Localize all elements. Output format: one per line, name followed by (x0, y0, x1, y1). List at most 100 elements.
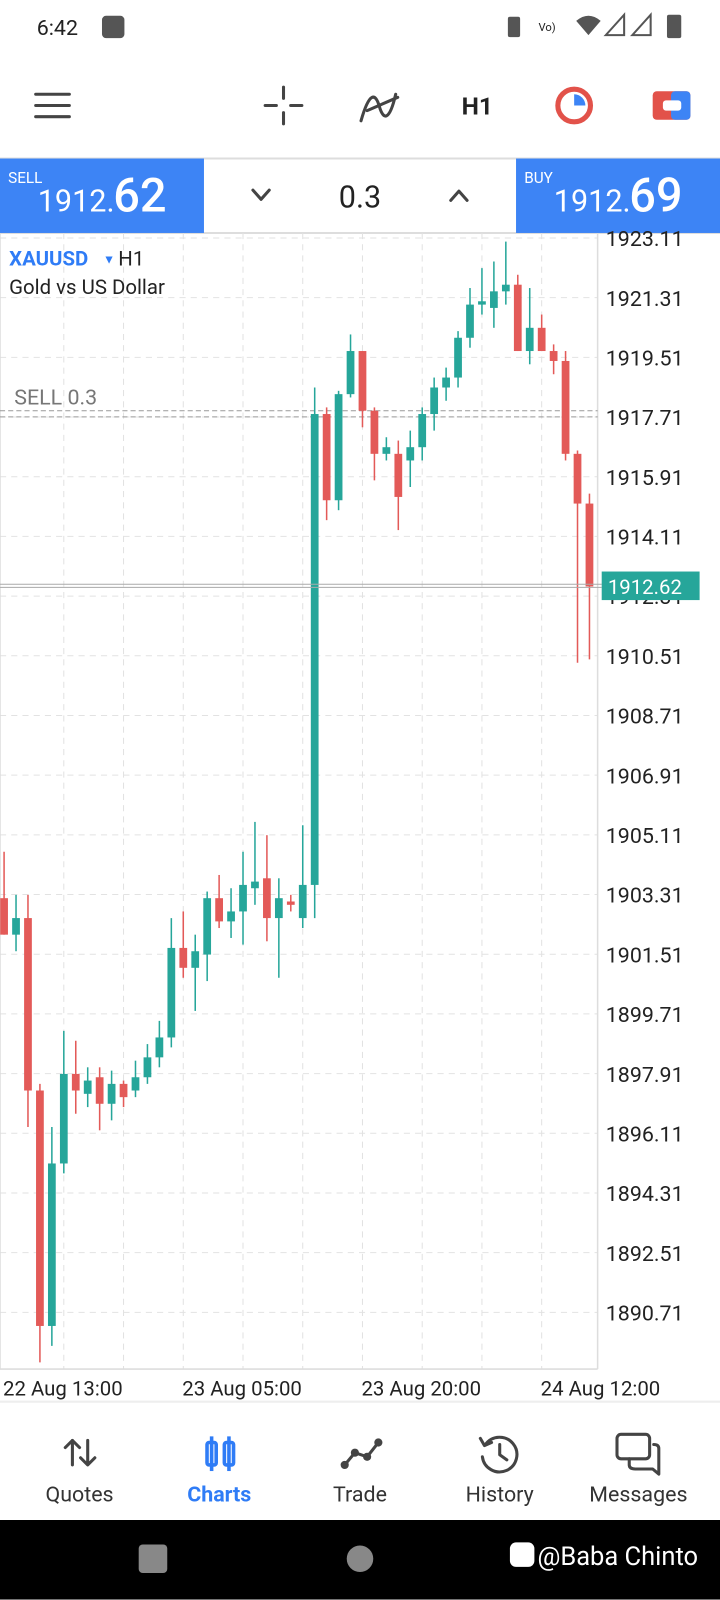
candle-body (513, 284, 522, 352)
nav-tab[interactable]: Quotes (45, 1483, 113, 1508)
timeframe-button[interactable]: H1 (462, 92, 493, 121)
candle-body (346, 351, 355, 395)
trade-icon (340, 1438, 383, 1470)
candle-body (454, 337, 462, 378)
volume-up[interactable] (449, 189, 469, 202)
sell-price-suffix: 62 (113, 169, 166, 224)
candle-body (47, 1163, 56, 1326)
candle-body (143, 1057, 152, 1078)
y-tick-label: 1896.11 (606, 1122, 684, 1147)
y-tick-label: 1901.51 (606, 943, 684, 968)
volume[interactable]: 0.3 (339, 180, 381, 215)
candle-body (24, 918, 32, 1091)
candle-body (167, 947, 176, 1038)
symbol[interactable]: XAUUSD (9, 247, 88, 271)
x-tick-label: 23 Aug 20:00 (361, 1377, 481, 1401)
buy-price-suffix: 69 (629, 169, 682, 224)
y-tick-label: 1894.31 (606, 1182, 684, 1207)
candle-body (131, 1077, 140, 1091)
buy-button[interactable]: BUY 1912. 69 (516, 158, 720, 233)
chart-legend: XAUUSD ▼ H1 Gold vs US Dollar (9, 247, 165, 300)
status-icon (101, 15, 125, 39)
candle-body (442, 377, 450, 388)
candle-body (95, 1077, 104, 1104)
candle-body (83, 1080, 92, 1094)
y-tick-label: 1905.11 (606, 824, 684, 849)
chart-timeframe: H1 (118, 247, 144, 271)
sell-label: SELL (8, 169, 42, 187)
candle-body (263, 878, 271, 919)
y-tick-label: 1915.91 (606, 466, 684, 491)
sell-button[interactable]: SELL 1912. 62 (0, 158, 204, 233)
history-icon (478, 1435, 519, 1474)
buy-label: BUY (524, 169, 553, 187)
recents-button[interactable] (138, 1544, 168, 1574)
y-tick-label: 1919.51 (606, 346, 684, 371)
candle-body (12, 918, 20, 935)
candle-body (394, 453, 403, 497)
messages-icon (615, 1432, 661, 1476)
candle-body (59, 1073, 68, 1164)
candle-body (537, 327, 546, 352)
status-icons: Vo) (507, 12, 682, 39)
y-tick-label: 1890.71 (606, 1302, 684, 1327)
crosshair-button[interactable] (263, 85, 304, 126)
sell-background (0, 158, 204, 233)
buy-price-prefix: 1912. (554, 185, 631, 220)
y-tick-label: 1914.11 (606, 526, 684, 551)
candle-body (322, 414, 331, 501)
nav-tab[interactable]: Charts (187, 1483, 251, 1508)
x-tick-label: 24 Aug 12:00 (541, 1377, 661, 1401)
nav-tab[interactable]: Trade (333, 1483, 387, 1508)
volume-down[interactable] (251, 188, 271, 201)
nav-tab[interactable]: History (466, 1483, 534, 1508)
sell-price-prefix: 1912. (38, 185, 115, 220)
price-label: 1912.62 (608, 575, 682, 599)
indicators-button[interactable] (359, 92, 400, 123)
menu-button[interactable] (34, 92, 71, 119)
home-button[interactable] (346, 1545, 374, 1573)
x-tick-label: 23 Aug 05:00 (182, 1377, 302, 1401)
toolbar: H1 (34, 85, 691, 126)
y-tick-label: 1897.91 (606, 1063, 684, 1088)
candle-body (406, 447, 415, 461)
candle-body (525, 327, 534, 352)
nav-tab[interactable]: Messages (589, 1483, 687, 1508)
candle-body (573, 453, 582, 504)
candle-body (382, 447, 391, 454)
y-tick-label: 1892.51 (606, 1242, 684, 1267)
nav-tabs: Quotes Charts Trade History Messages (45, 1483, 687, 1508)
candle-body (107, 1083, 116, 1104)
charts-icon (205, 1436, 236, 1472)
trade-button[interactable] (652, 91, 691, 120)
y-tick-label: 1908.71 (606, 705, 684, 730)
candle-body (501, 284, 510, 292)
order-line-label: SELL 0.3 (14, 386, 97, 411)
y-tick-label: 1923.11 (606, 227, 684, 252)
y-tick-label: 1899.71 (606, 1003, 684, 1028)
x-tick-label: 22 Aug 13:00 (3, 1377, 123, 1401)
candle-body (286, 901, 295, 905)
candle-body (370, 410, 379, 454)
one-click-button[interactable] (555, 86, 594, 125)
candle-body (430, 387, 439, 415)
y-tick-label: 1917.71 (606, 406, 684, 431)
candle-body (71, 1073, 80, 1091)
candle-body (561, 360, 570, 454)
symbol-description: Gold vs US Dollar (9, 275, 165, 299)
candle-body (466, 304, 474, 338)
candle-body (155, 1037, 164, 1058)
candle-body (478, 301, 486, 305)
candle-body (119, 1083, 128, 1098)
chart: 1923.11 1921.31 1919.51 1917.71 1915.91 1914.… (0, 227, 700, 1401)
candle-body (549, 351, 558, 361)
candle-body (227, 911, 235, 922)
buy-background (516, 158, 720, 233)
y-tick-label: 1921.31 (606, 287, 684, 312)
candle-body (239, 884, 247, 912)
candle-body (358, 351, 367, 411)
candle-body (191, 951, 200, 968)
symbol-dropdown[interactable]: ▼ (103, 253, 115, 267)
